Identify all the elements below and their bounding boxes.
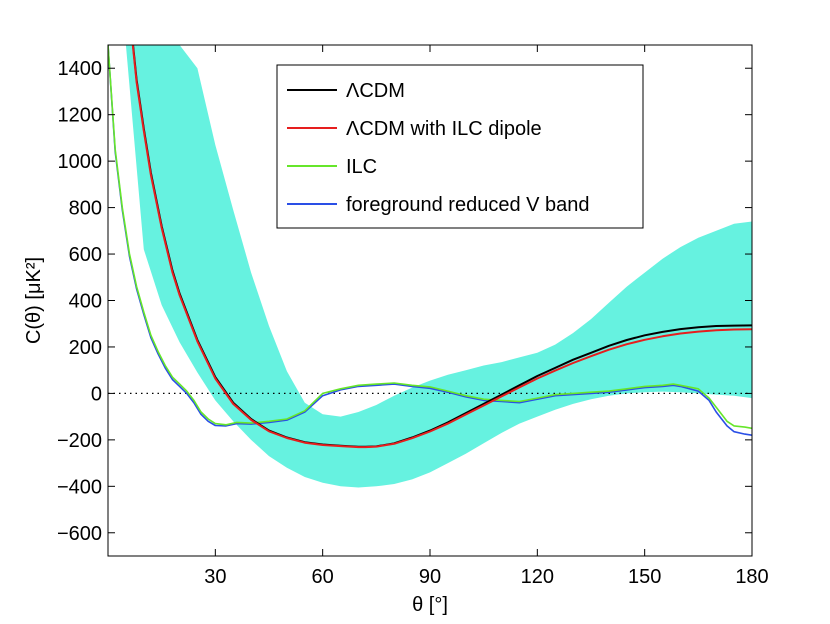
y-tick-label-3: 0 bbox=[91, 383, 102, 405]
x-tick-label-2: 90 bbox=[419, 566, 441, 588]
y-axis-label: C(θ) [μK²] bbox=[23, 257, 45, 344]
y-tick-label-0: −600 bbox=[57, 523, 102, 545]
legend-label-0: ΛCDM bbox=[346, 80, 405, 102]
y-tick-label-2: −200 bbox=[57, 430, 102, 452]
x-tick-label-5: 180 bbox=[735, 566, 768, 588]
plot-content bbox=[108, 45, 752, 488]
series-line-3 bbox=[108, 45, 752, 436]
series-group bbox=[108, 45, 752, 449]
y-tick-label-4: 200 bbox=[69, 337, 102, 359]
series-line-2 bbox=[108, 45, 752, 430]
series-line-1 bbox=[131, 45, 752, 449]
x-tick-label-1: 60 bbox=[312, 566, 334, 588]
y-tick-label-7: 800 bbox=[69, 198, 102, 220]
y-tick-label-6: 600 bbox=[69, 244, 102, 266]
legend-label-3: foreground reduced V band bbox=[346, 194, 590, 216]
y-tick-label-10: 1400 bbox=[58, 58, 103, 80]
y-tick-label-5: 400 bbox=[69, 291, 102, 313]
x-axis-label: θ [°] bbox=[412, 594, 448, 616]
y-tick-label-8: 1000 bbox=[58, 151, 103, 173]
y-tick-label-1: −400 bbox=[57, 476, 102, 498]
x-tick-label-0: 30 bbox=[204, 566, 226, 588]
y-tick-label-9: 1200 bbox=[58, 105, 103, 127]
x-tick-label-4: 150 bbox=[628, 566, 661, 588]
legend-box bbox=[276, 64, 644, 229]
variance-band bbox=[108, 45, 752, 488]
ticks-group: 30 60 90 120 150 180 −600 −400 −200 0 200 400 600 800… bbox=[57, 45, 769, 588]
legend-label-2: ILC bbox=[346, 156, 377, 178]
x-tick-label-3: 120 bbox=[521, 566, 554, 588]
legend-label-1: ΛCDM with ILC dipole bbox=[346, 118, 542, 140]
legend-items: ΛCDM ΛCDM with ILC dipole ILC foreground re… bbox=[287, 80, 590, 216]
legend: ΛCDM ΛCDM with ILC dipole ILC foreground re… bbox=[276, 64, 644, 229]
